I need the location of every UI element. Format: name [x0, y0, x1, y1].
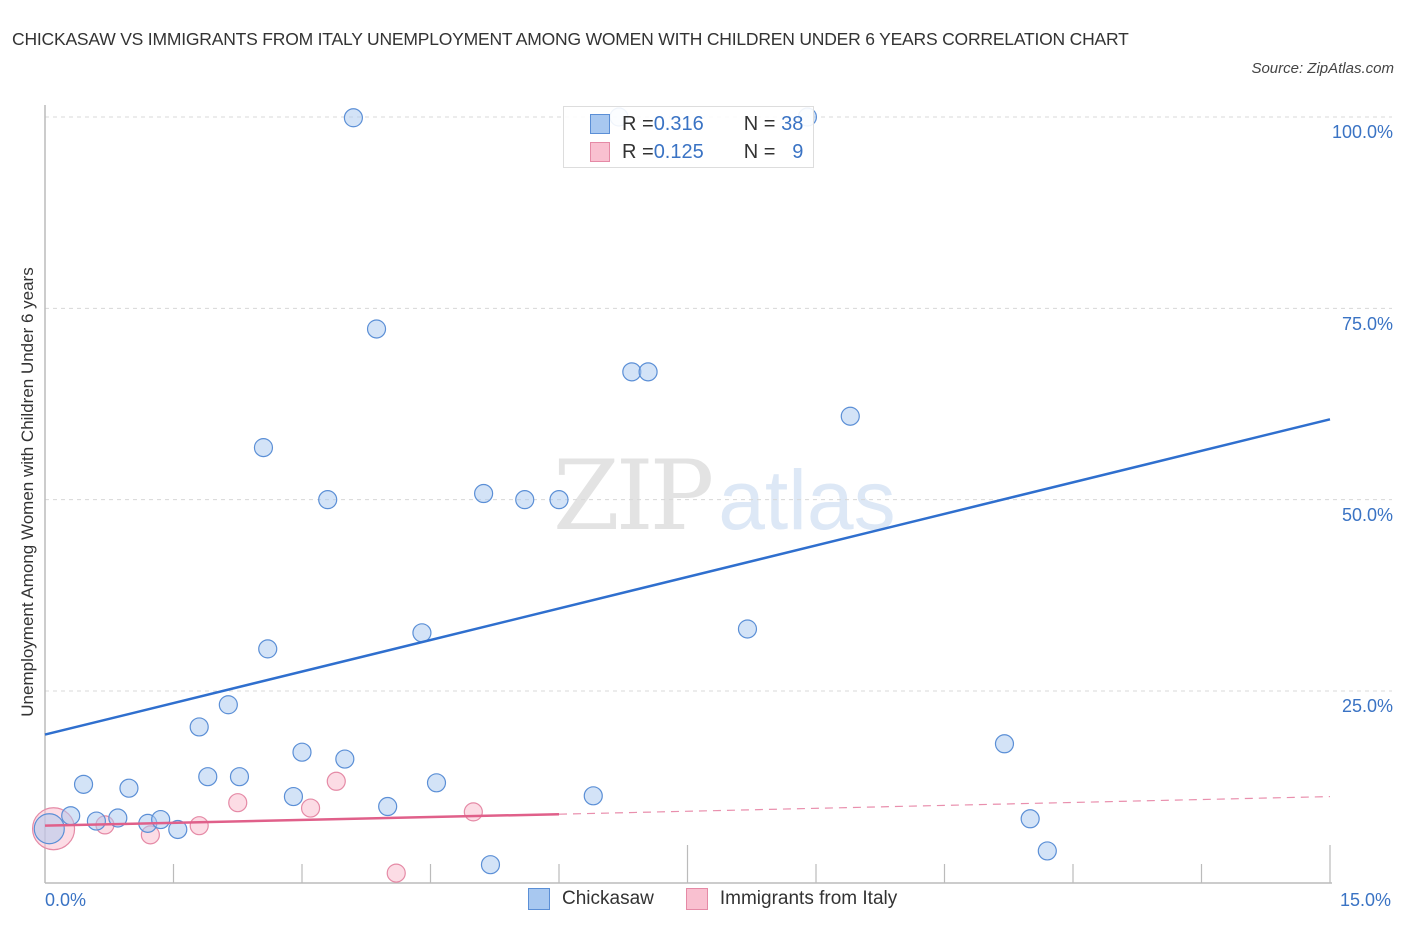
- r-label: R =: [622, 112, 654, 135]
- italy-swatch-icon: [590, 142, 610, 162]
- data-point-chickasaw: [480, 855, 501, 875]
- data-point-italy: [300, 798, 321, 818]
- data-point-chickasaw: [1020, 809, 1040, 829]
- n-label: N =: [743, 140, 776, 163]
- y-tick-100: 100.0%: [1331, 122, 1393, 142]
- data-point-chickasaw: [283, 786, 304, 807]
- data-point-chickasaw: [253, 438, 274, 458]
- trendlines: [44, 418, 1331, 827]
- data-point-chickasaw: [515, 490, 535, 510]
- axes: [44, 105, 1332, 884]
- data-point-chickasaw: [737, 619, 758, 639]
- data-point-chickasaw: [638, 362, 658, 382]
- data-point-chickasaw: [198, 767, 218, 787]
- data-point-chickasaw: [343, 108, 363, 128]
- y-tick-75: 75.0%: [1341, 314, 1393, 334]
- data-point-chickasaw: [189, 717, 209, 737]
- data-point-chickasaw: [73, 774, 94, 794]
- data-point-chickasaw: [318, 490, 338, 510]
- legend-label-chickasaw: Chickasaw: [562, 888, 654, 909]
- r-label: R =: [622, 140, 654, 163]
- data-point-chickasaw: [426, 773, 447, 793]
- data-point-chickasaw: [151, 809, 171, 830]
- n-label: N =: [743, 112, 776, 135]
- y-tick-25: 25.0%: [1341, 696, 1393, 716]
- source-credit: Source: ZipAtlas.com: [1251, 60, 1394, 77]
- data-point-chickasaw: [258, 639, 278, 659]
- n-value: 9: [792, 140, 804, 163]
- data-point-chickasaw: [108, 808, 128, 828]
- data-point-chickasaw: [119, 778, 139, 798]
- chart-title: CHICKASAW VS IMMIGRANTS FROM ITALY UNEMP…: [12, 29, 1129, 49]
- stats-legend: R = 0.316 N = 38 R = 0.125 N = 9: [563, 106, 814, 168]
- legend-item-chickasaw: Chickasaw: [528, 888, 654, 910]
- data-point-chickasaw: [366, 319, 387, 339]
- data-point-italy: [189, 816, 209, 836]
- trendline-italy-extrapolated: [558, 795, 1331, 815]
- data-point-chickasaw: [378, 796, 398, 817]
- gridlines: [45, 116, 1392, 692]
- data-point-chickasaw: [335, 749, 355, 769]
- series-chickasaw-points: [33, 107, 1057, 875]
- chickasaw-swatch-icon: [590, 114, 610, 134]
- data-point-italy: [463, 802, 483, 822]
- data-point-chickasaw: [218, 695, 238, 715]
- series-legend: Chickasaw Immigrants from Italy: [528, 888, 929, 910]
- data-point-chickasaw: [1037, 841, 1057, 861]
- data-point-chickasaw: [994, 734, 1015, 754]
- stats-legend-row-chickasaw: R = 0.316 N = 38: [590, 111, 803, 137]
- data-point-chickasaw: [33, 813, 65, 845]
- data-point-italy: [386, 863, 406, 883]
- data-point-chickasaw: [583, 786, 603, 806]
- italy-swatch-icon: [685, 888, 708, 910]
- trendline-italy: [44, 812, 560, 827]
- data-point-chickasaw: [61, 806, 81, 826]
- chickasaw-swatch-icon: [528, 888, 550, 910]
- data-point-chickasaw: [168, 819, 188, 840]
- data-point-chickasaw: [412, 623, 432, 643]
- stats-legend-row-italy: R = 0.125 N = 9: [590, 139, 803, 165]
- data-point-chickasaw: [229, 767, 250, 787]
- x-tick-15: 15.0%: [1340, 890, 1392, 910]
- legend-item-italy: Immigrants from Italy: [685, 888, 898, 910]
- legend-label-italy: Immigrants from Italy: [719, 888, 898, 909]
- data-point-chickasaw: [549, 490, 569, 510]
- data-point-chickasaw: [622, 362, 642, 382]
- data-point-italy: [326, 771, 346, 791]
- data-point-italy: [228, 793, 248, 813]
- trendline-chickasaw: [44, 418, 1331, 736]
- r-value: 0.125: [653, 140, 704, 163]
- y-tick-50: 50.0%: [1341, 505, 1393, 525]
- data-point-chickasaw: [86, 811, 107, 831]
- n-value: 38: [781, 112, 804, 135]
- x-tick-0: 0.0%: [45, 890, 87, 910]
- r-value: 0.316: [653, 112, 704, 135]
- data-point-chickasaw: [292, 742, 312, 762]
- data-point-chickasaw: [474, 483, 494, 504]
- data-point-chickasaw: [840, 406, 860, 426]
